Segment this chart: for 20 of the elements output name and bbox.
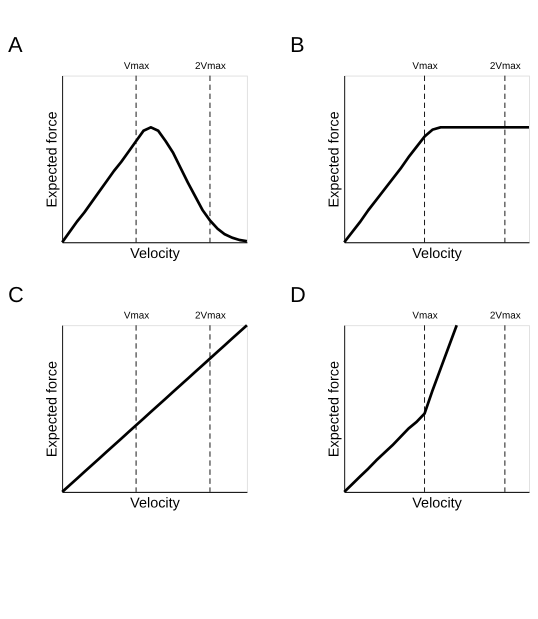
- x-tick-label: 2Vmax: [490, 60, 521, 72]
- chart-title: B: [290, 32, 305, 58]
- y-axis-title: Expected force: [44, 111, 60, 208]
- y-axis-title: Expected force: [326, 360, 342, 458]
- x-axis-title: Velocity: [412, 246, 463, 262]
- chart-title: C: [8, 282, 24, 307]
- chart-title: D: [290, 282, 306, 307]
- x-tick-label: 2Vmax: [490, 310, 521, 322]
- x-tick-label: Vmax: [412, 310, 438, 322]
- x-tick-label: Vmax: [124, 60, 150, 72]
- x-tick-label: Vmax: [124, 310, 150, 322]
- x-tick-label: 2Vmax: [195, 310, 226, 322]
- y-axis-title: Expected force: [44, 360, 60, 458]
- x-tick-label: 2Vmax: [195, 60, 226, 72]
- x-axis-title: Velocity: [130, 246, 181, 262]
- x-axis-title: Velocity: [412, 496, 463, 512]
- chart-title: A: [8, 32, 24, 58]
- y-axis-title: Expected force: [326, 111, 342, 208]
- x-tick-label: Vmax: [412, 60, 438, 72]
- x-axis-title: Velocity: [130, 496, 181, 512]
